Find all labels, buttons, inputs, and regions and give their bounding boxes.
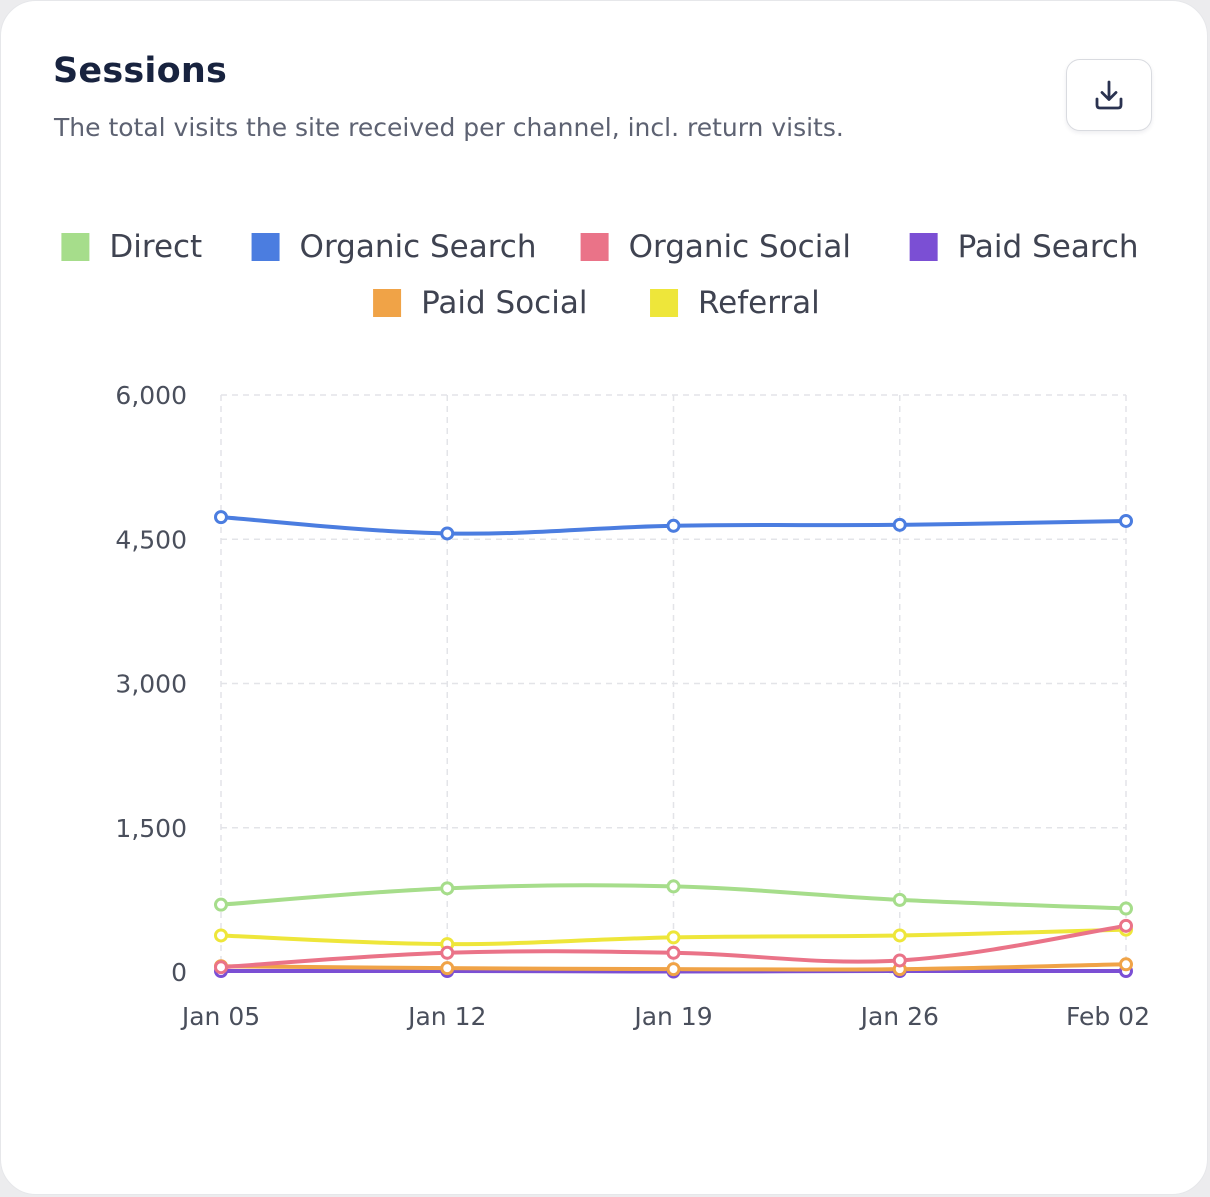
data-point-organic-social[interactable] bbox=[1119, 918, 1133, 933]
y-tick-label: 6,000 bbox=[115, 381, 187, 410]
x-axis: Jan 05 Jan 12 Jan 19 Jan 26 Feb 02 bbox=[180, 1002, 1150, 1031]
data-point-direct[interactable] bbox=[440, 881, 455, 896]
data-point-organic-social[interactable] bbox=[892, 953, 907, 968]
data-point-organic-search[interactable] bbox=[214, 510, 228, 525]
data-point-direct[interactable] bbox=[892, 892, 907, 907]
series-points bbox=[214, 510, 1133, 979]
legend-label: Paid Social bbox=[421, 285, 587, 321]
legend-item-organic-search[interactable]: Organic Search bbox=[251, 229, 537, 265]
data-point-organic-social[interactable] bbox=[214, 960, 228, 975]
legend-label: Organic Search bbox=[300, 229, 537, 265]
legend-label: Paid Search bbox=[958, 229, 1139, 265]
y-tick-label: 4,500 bbox=[115, 525, 187, 554]
y-tick-label: 1,500 bbox=[115, 814, 187, 843]
data-point-organic-search[interactable] bbox=[1119, 513, 1133, 528]
y-axis: 0 1,500 3,000 4,500 6,000 bbox=[115, 381, 187, 987]
legend-item-direct[interactable]: Direct bbox=[61, 229, 202, 265]
legend-label: Direct bbox=[109, 229, 202, 265]
legend-swatch bbox=[580, 233, 609, 261]
data-point-organic-social[interactable] bbox=[666, 945, 681, 960]
x-tick-label: Jan 19 bbox=[632, 1002, 712, 1031]
legend-item-referral[interactable]: Referral bbox=[650, 285, 820, 321]
legend-swatch bbox=[373, 289, 402, 317]
legend-label: Referral bbox=[698, 285, 820, 321]
data-point-paid-social[interactable] bbox=[440, 961, 455, 976]
data-point-direct[interactable] bbox=[214, 897, 228, 912]
data-point-paid-social[interactable] bbox=[1119, 957, 1133, 972]
chart-legend: Direct Organic Search Organic Social Paid S… bbox=[61, 229, 1139, 321]
legend-swatch bbox=[251, 233, 280, 261]
x-tick-label: Jan 05 bbox=[180, 1002, 260, 1031]
legend-item-paid-social[interactable]: Paid Social bbox=[373, 285, 587, 321]
legend-swatch bbox=[909, 233, 938, 261]
data-point-paid-social[interactable] bbox=[666, 962, 681, 977]
y-tick-label: 3,000 bbox=[115, 670, 187, 699]
data-point-direct[interactable] bbox=[666, 879, 681, 894]
data-point-direct[interactable] bbox=[1119, 901, 1133, 916]
data-point-referral[interactable] bbox=[214, 928, 228, 943]
download-button[interactable] bbox=[1066, 59, 1152, 131]
legend-item-paid-search[interactable]: Paid Search bbox=[909, 229, 1139, 265]
data-point-referral[interactable] bbox=[666, 930, 681, 945]
legend-item-organic-social[interactable]: Organic Social bbox=[580, 229, 851, 265]
download-icon bbox=[1092, 78, 1126, 112]
x-tick-label: Feb 02 bbox=[1066, 1002, 1150, 1031]
legend-swatch bbox=[650, 289, 679, 317]
x-tick-label: Jan 12 bbox=[406, 1002, 486, 1031]
y-tick-label: 0 bbox=[171, 958, 187, 987]
x-tick-label: Jan 26 bbox=[859, 1002, 939, 1031]
legend-swatch bbox=[61, 233, 90, 261]
card-title: Sessions bbox=[53, 51, 228, 91]
legend-label: Organic Social bbox=[629, 229, 851, 265]
data-point-referral[interactable] bbox=[892, 928, 907, 943]
data-point-organic-search[interactable] bbox=[440, 526, 455, 541]
data-point-organic-search[interactable] bbox=[892, 517, 907, 532]
data-point-organic-search[interactable] bbox=[666, 518, 681, 533]
card-subtitle: The total visits the site received per c… bbox=[54, 113, 844, 142]
data-point-organic-social[interactable] bbox=[440, 945, 455, 960]
